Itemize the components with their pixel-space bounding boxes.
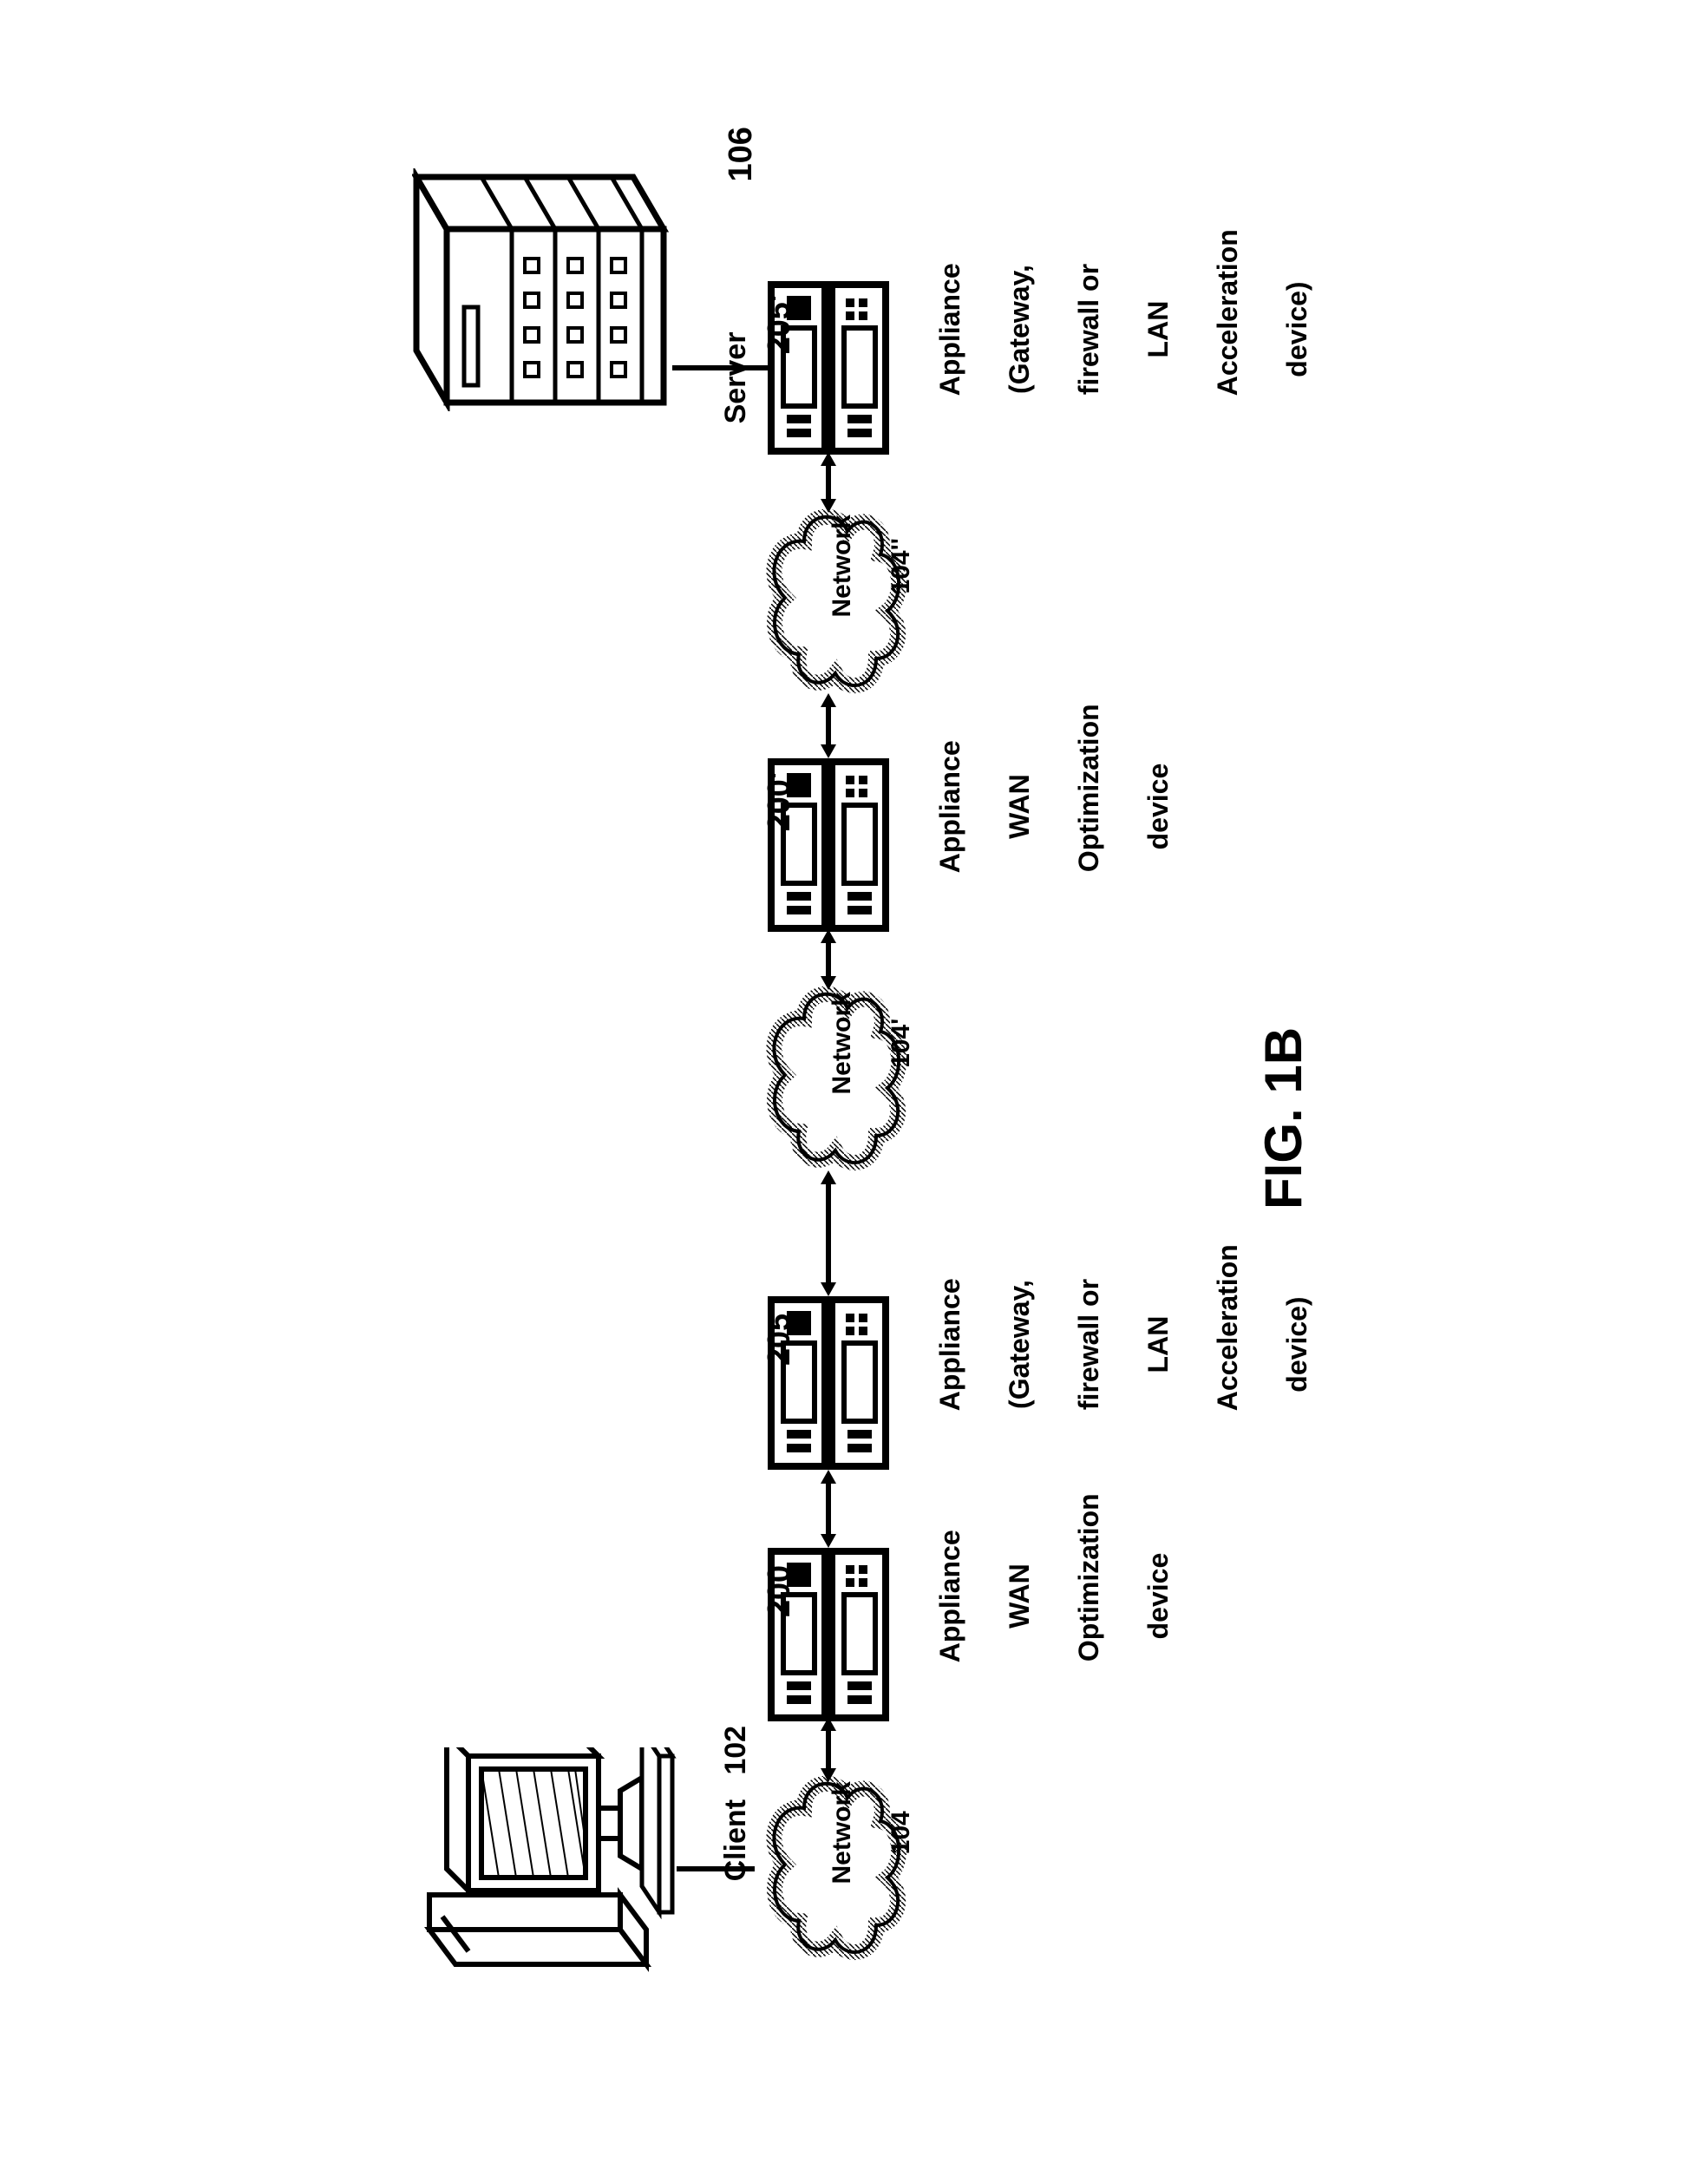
server-to-appliance-line: [672, 364, 768, 372]
app200-title: Appliance: [934, 1530, 965, 1662]
app200-s3: device: [1142, 1553, 1174, 1640]
app205-s3: LAN: [1142, 1316, 1174, 1373]
app205-title: Appliance: [934, 1278, 965, 1411]
server-icon: [412, 168, 672, 411]
server-ref-text: 106: [723, 127, 759, 181]
network-cloud-104p: Network 104': [750, 984, 915, 1175]
arrow-5: [815, 452, 841, 513]
arrow-2: [815, 1170, 841, 1296]
appliance-200: 200: [768, 1548, 893, 1721]
app205p-s2: firewall or: [1073, 264, 1104, 395]
app205p-ref: 205': [761, 295, 796, 355]
client-to-network-line: [677, 1865, 755, 1873]
network-cloud-104pp: Network 104'': [750, 507, 915, 698]
client-text: Client 102: [719, 1726, 752, 1882]
rotated-wrapper: Client 102: [334, 134, 1375, 2042]
arrow-4: [815, 693, 841, 758]
client-computer-icon: [421, 1747, 681, 1973]
app200p-s2: Optimization: [1073, 704, 1104, 872]
appliance-205: 205 App: [768, 1296, 893, 1470]
app200-ref: 200: [761, 1565, 796, 1617]
net104pp-bot: 104'': [887, 538, 915, 593]
app200p-s1: WAN: [1004, 774, 1035, 839]
app205p-s1: (Gateway,: [1004, 265, 1035, 394]
app205p-s4: Acceleration: [1212, 229, 1243, 396]
app205p-title: Appliance: [934, 263, 965, 396]
net104-top: Network: [828, 1781, 856, 1884]
app205p-s5: device): [1281, 281, 1312, 377]
app200-s2: Optimization: [1073, 1493, 1104, 1661]
app205-s2: firewall or: [1073, 1279, 1104, 1410]
figure-label: FIG. 1B: [1253, 1027, 1313, 1209]
arrow-0: [815, 1717, 841, 1782]
diagram-canvas: Client 102: [334, 134, 1375, 2042]
app205-s4: Acceleration: [1212, 1244, 1243, 1411]
app205-ref: 205: [761, 1314, 796, 1366]
app205-s5: device): [1281, 1296, 1312, 1392]
app200-s1: WAN: [1004, 1563, 1035, 1629]
figure-label-text: FIG. 1B: [1254, 1027, 1312, 1209]
appliance-200p: 200' Ap: [768, 758, 893, 932]
app205p-s3: LAN: [1142, 301, 1174, 358]
appliance-205p: 205' Ap: [768, 281, 893, 455]
page: Client 102: [0, 0, 1708, 2176]
app200p-s3: device: [1142, 764, 1174, 850]
arrow-1: [815, 1470, 841, 1548]
net104p-bot: 104': [887, 1019, 915, 1068]
net104-bot: 104: [887, 1811, 915, 1854]
app200p-title: Appliance: [934, 740, 965, 873]
arrow-3: [815, 929, 841, 990]
network-cloud-104: Network 104: [750, 1773, 915, 1964]
app200p-ref: 200': [761, 772, 796, 832]
server-ref: 106: [685, 127, 797, 255]
app205-s1: (Gateway,: [1004, 1280, 1035, 1409]
net104p-top: Network: [828, 992, 856, 1094]
net104pp-top: Network: [828, 515, 856, 617]
